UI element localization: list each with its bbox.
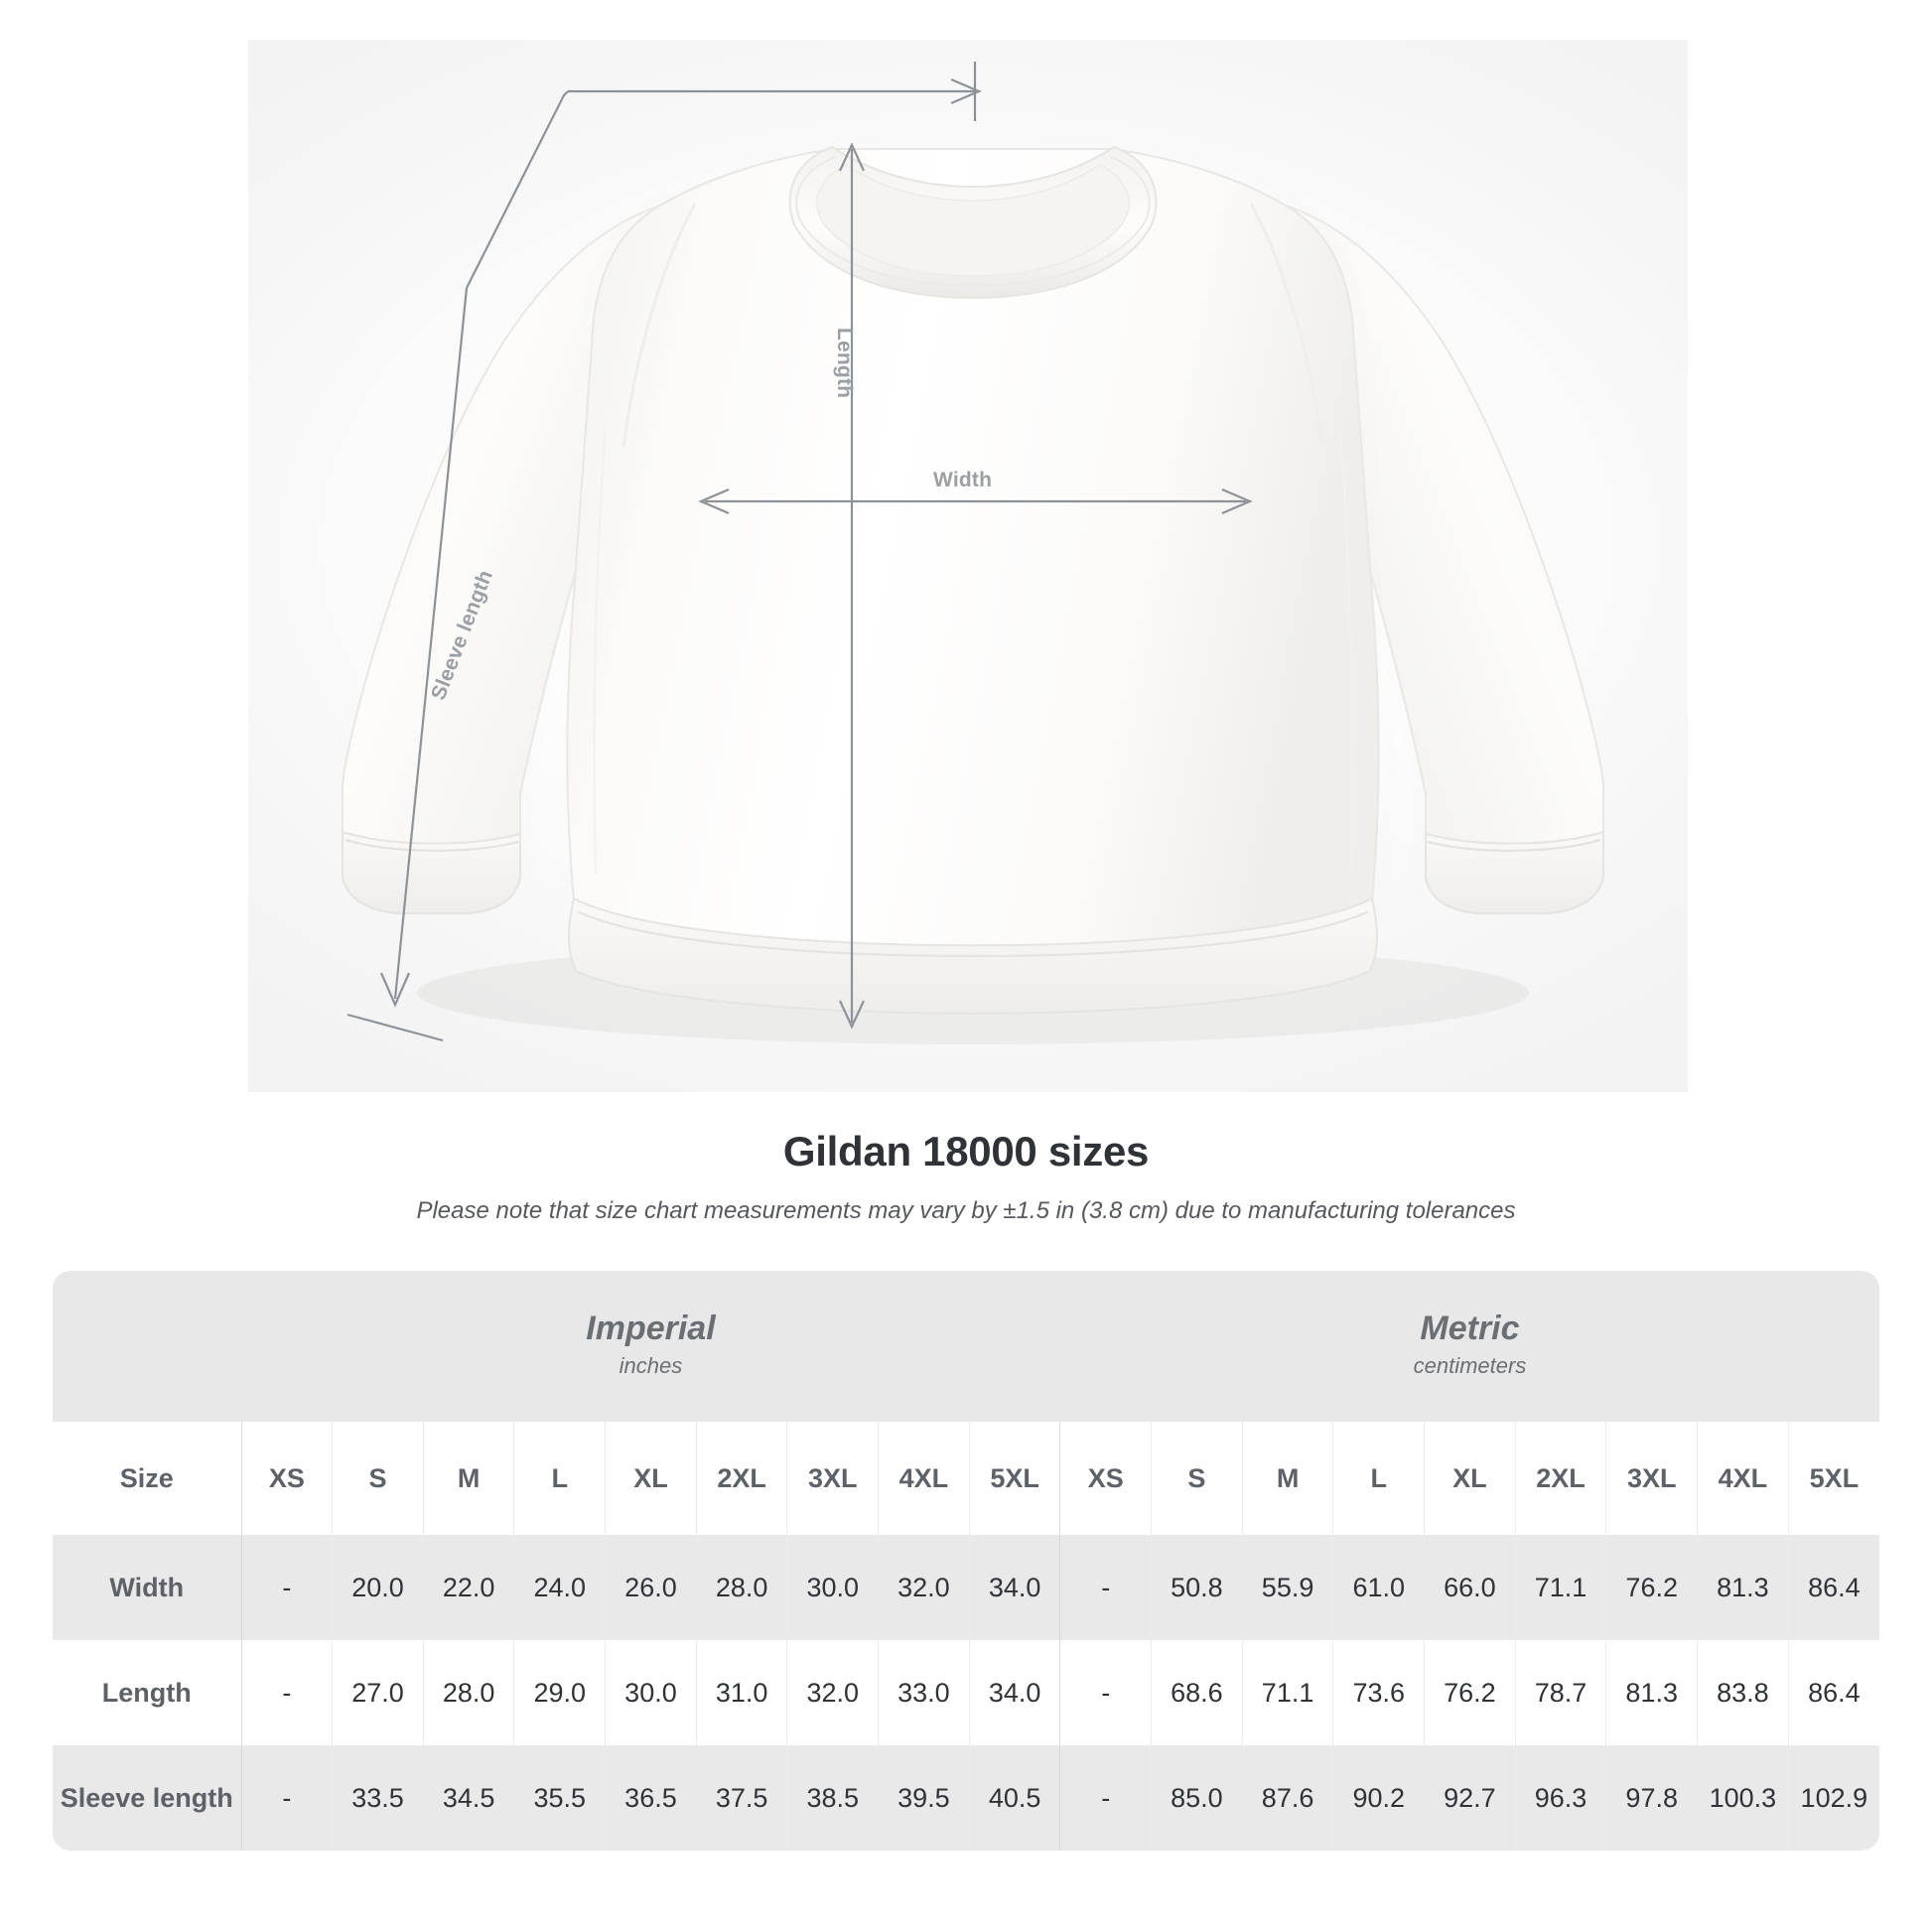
unit-row-spacer <box>53 1271 241 1422</box>
cell-metric: 86.4 <box>1788 1535 1879 1640</box>
cell-imperial: 34.5 <box>423 1745 515 1851</box>
cell-metric: 102.9 <box>1788 1745 1879 1851</box>
cell-metric: 61.0 <box>1332 1535 1426 1640</box>
size-chart-table: Imperial inches Metric centimeters Size XS S M L… <box>53 1271 1879 1851</box>
cell-metric: 85.0 <box>1151 1745 1243 1851</box>
cell-metric: 81.3 <box>1697 1535 1789 1640</box>
unit-group-row: Imperial inches Metric centimeters <box>53 1271 1879 1422</box>
unit-group-imperial: Imperial inches <box>241 1271 1060 1422</box>
cell-metric: 83.8 <box>1697 1640 1789 1745</box>
cell-metric: 55.9 <box>1242 1535 1334 1640</box>
cell-imperial: 28.0 <box>423 1640 515 1745</box>
size-header-metric-3xl: 3XL <box>1605 1422 1699 1535</box>
cell-metric: 90.2 <box>1332 1745 1426 1851</box>
cell-imperial: 26.0 <box>605 1535 697 1640</box>
cell-imperial: 32.0 <box>878 1535 970 1640</box>
cell-metric: 71.1 <box>1515 1535 1607 1640</box>
tolerance-note: Please note that size chart measurements… <box>416 1197 1516 1224</box>
size-header-metric-2xl: 2XL <box>1515 1422 1607 1535</box>
size-header-imperial-m: M <box>423 1422 515 1535</box>
cell-metric: 71.1 <box>1242 1640 1334 1745</box>
size-header-metric-4xl: 4XL <box>1697 1422 1789 1535</box>
size-header-metric-xl: XL <box>1424 1422 1516 1535</box>
cell-imperial: 33.0 <box>878 1640 970 1745</box>
size-header-label: Size <box>53 1422 242 1535</box>
size-chart-container: Imperial inches Metric centimeters Size XS S M L… <box>53 1271 1879 1851</box>
size-header-metric-l: L <box>1332 1422 1426 1535</box>
cell-metric: - <box>1059 1535 1153 1640</box>
cell-imperial: - <box>241 1640 334 1745</box>
cell-metric: 66.0 <box>1424 1535 1516 1640</box>
size-header-imperial-s: S <box>332 1422 424 1535</box>
unit-group-metric: Metric centimeters <box>1059 1271 1879 1422</box>
table-row: Width -20.0 22.0 24.0 26.0 28.0 30.0 32.0 34.0-5… <box>53 1535 1879 1640</box>
title-block: Gildan 18000 sizes Please note that size… <box>0 1122 1932 1225</box>
cell-metric: 96.3 <box>1515 1745 1607 1851</box>
cell-metric: 76.2 <box>1605 1535 1699 1640</box>
product-image-panel: Length Width Sleeve length <box>248 40 1688 1092</box>
cell-metric: 87.6 <box>1242 1745 1334 1851</box>
cell-imperial: 30.0 <box>605 1640 697 1745</box>
cell-metric: 97.8 <box>1605 1745 1699 1851</box>
size-header-row: Size XS S M L XL 2XL 3XL 4XL 5XL XS S M L XL 2XL 3XL 4XL 5… <box>53 1422 1879 1535</box>
cell-imperial: 35.5 <box>513 1745 607 1851</box>
cell-metric: 81.3 <box>1605 1640 1699 1745</box>
size-header-imperial-2xl: 2XL <box>696 1422 788 1535</box>
cell-imperial: 36.5 <box>605 1745 697 1851</box>
cell-metric: 78.7 <box>1515 1640 1607 1745</box>
cell-metric: 73.6 <box>1332 1640 1426 1745</box>
cell-imperial: 38.5 <box>786 1745 880 1851</box>
cell-imperial: 29.0 <box>513 1640 607 1745</box>
cell-metric: 76.2 <box>1424 1640 1516 1745</box>
cell-imperial: 24.0 <box>513 1535 607 1640</box>
cell-imperial: 31.0 <box>696 1640 788 1745</box>
size-header-metric-m: M <box>1242 1422 1334 1535</box>
cell-imperial: 39.5 <box>878 1745 970 1851</box>
cell-imperial: 32.0 <box>786 1640 880 1745</box>
sweatshirt-illustration <box>342 145 1604 1044</box>
cell-imperial: 30.0 <box>786 1535 880 1640</box>
row-header-width: Width <box>53 1535 242 1640</box>
width-measure-label: Width <box>933 469 993 491</box>
unit-group-name: Metric <box>1420 1309 1520 1347</box>
cell-imperial: 20.0 <box>332 1535 424 1640</box>
cell-metric: 50.8 <box>1151 1535 1243 1640</box>
size-header-imperial-3xl: 3XL <box>786 1422 880 1535</box>
cell-metric: - <box>1059 1745 1153 1851</box>
row-header-length: Length <box>53 1640 242 1745</box>
cell-imperial: 37.5 <box>696 1745 788 1851</box>
table-row: Sleeve length -33.5 34.5 35.5 36.5 37.5 38.5 39… <box>53 1745 1879 1851</box>
cell-imperial: 40.5 <box>969 1745 1061 1851</box>
unit-group-subtitle: inches <box>619 1352 683 1378</box>
cell-imperial: 22.0 <box>423 1535 515 1640</box>
cell-imperial: 28.0 <box>696 1535 788 1640</box>
size-header-imperial-5xl: 5XL <box>969 1422 1061 1535</box>
size-header-metric-5xl: 5XL <box>1788 1422 1879 1535</box>
size-header-metric-xs: XS <box>1059 1422 1153 1535</box>
cell-imperial: - <box>241 1535 334 1640</box>
unit-group-subtitle: centimeters <box>1413 1352 1527 1378</box>
size-header-imperial-xl: XL <box>605 1422 697 1535</box>
size-header-imperial-4xl: 4XL <box>878 1422 970 1535</box>
table-row: Length -27.0 28.0 29.0 30.0 31.0 32.0 33.0 34.0-… <box>53 1640 1879 1745</box>
cell-metric: 86.4 <box>1788 1640 1879 1745</box>
unit-group-name: Imperial <box>586 1309 716 1347</box>
cell-metric: 68.6 <box>1151 1640 1243 1745</box>
size-header-metric-s: S <box>1151 1422 1243 1535</box>
row-header-sleeve-length: Sleeve length <box>53 1745 242 1851</box>
cell-imperial: 34.0 <box>969 1640 1061 1745</box>
cell-imperial: 27.0 <box>332 1640 424 1745</box>
cell-metric: 92.7 <box>1424 1745 1516 1851</box>
cell-imperial: - <box>241 1745 334 1851</box>
cell-imperial: 33.5 <box>332 1745 424 1851</box>
cell-imperial: 34.0 <box>969 1535 1061 1640</box>
size-header-imperial-xs: XS <box>241 1422 334 1535</box>
size-header-imperial-l: L <box>513 1422 607 1535</box>
cell-metric: 100.3 <box>1697 1745 1789 1851</box>
cell-metric: - <box>1059 1640 1153 1745</box>
length-measure-label: Length <box>833 328 856 399</box>
page-title: Gildan 18000 sizes <box>782 1128 1150 1174</box>
